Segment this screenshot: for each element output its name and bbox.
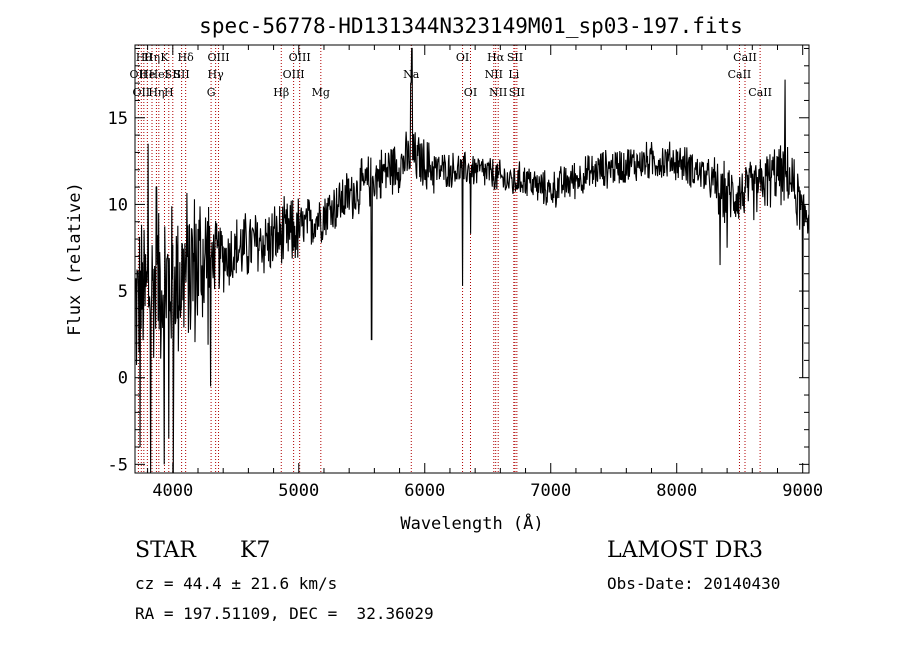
spectral-line-label: OIII xyxy=(289,51,311,64)
spectral-line-label: H xyxy=(164,86,174,99)
spectral-line-label: Hη xyxy=(144,51,160,64)
redshift-info: cz = 44.4 ± 21.6 km/s xyxy=(135,574,338,593)
spectral-line-label: SII xyxy=(173,68,189,81)
data-layer xyxy=(135,47,809,473)
object-class: STAR xyxy=(135,538,196,563)
x-axis-label: Wavelength (Å) xyxy=(400,512,543,534)
spectral-line-label: NII xyxy=(485,68,503,81)
y-tick-label: 0 xyxy=(118,369,128,389)
spectral-line-label: CaII xyxy=(728,68,752,81)
spectral-line-label: Li xyxy=(508,68,519,81)
y-tick-label: 10 xyxy=(108,195,128,215)
observation-date: Obs-Date: 20140430 xyxy=(607,574,781,593)
plot-frame xyxy=(134,44,810,474)
spectral-line-label: G xyxy=(207,86,216,99)
spectral-line-label: Hα xyxy=(487,51,505,64)
spectral-line-label: Hβ xyxy=(273,86,289,99)
spectral-line-label: CaII xyxy=(748,86,772,99)
x-tick-label: 9000 xyxy=(782,481,823,501)
spectral-line-label: OIII xyxy=(207,51,229,64)
spectral-line-label: OI xyxy=(464,86,477,99)
spectral-line-label: K xyxy=(160,51,169,64)
spectral-line-label: Hη xyxy=(148,86,164,99)
spectral-line-label: Hγ xyxy=(208,68,225,81)
y-axis-label: Flux (relative) xyxy=(65,182,85,336)
spectral-line-labels: OIIOIIHθHeHηHηHeIKHSIISIIHδGHγOIIIHβOIII… xyxy=(130,51,772,99)
x-tick-label: 5000 xyxy=(278,481,319,501)
spectral-line-label: OIII xyxy=(283,68,305,81)
survey-name: LAMOST DR3 xyxy=(607,538,763,563)
spectral-line-label: CaII xyxy=(733,51,757,64)
spectral-line-label: Mg xyxy=(312,86,330,99)
coordinates: RA = 197.51109, DEC = 32.36029 xyxy=(135,604,434,623)
spectral-line-label: SII xyxy=(509,86,525,99)
y-tick-label: -5 xyxy=(108,455,128,475)
spectral-line-label: SII xyxy=(507,51,523,64)
spectral-line-label: OII xyxy=(132,86,150,99)
x-tick-label: 4000 xyxy=(152,481,193,501)
spectral-line-label: Hδ xyxy=(178,51,195,64)
y-tick-label: 5 xyxy=(118,282,128,302)
x-tick-label: 6000 xyxy=(404,481,445,501)
chart-title: spec-56778-HD131344N323149M01_sp03-197.f… xyxy=(199,14,743,38)
object-subclass: K7 xyxy=(240,538,271,563)
spectrum-series-line xyxy=(135,47,809,473)
y-tick-label: 15 xyxy=(108,109,128,129)
spectral-line-label: OI xyxy=(456,51,469,64)
x-tick-label: 8000 xyxy=(656,481,697,501)
spectral-line-label: SII xyxy=(165,68,181,81)
spectral-line-label: He xyxy=(139,68,155,81)
axes: 4000 5000 6000 7000 8000 9000 -5 0 5 10 15 xyxy=(108,45,823,501)
spectral-line-label: OII xyxy=(130,68,148,81)
spectral-line-label: Hθ xyxy=(136,51,153,64)
spectral-line-label: NII xyxy=(489,86,507,99)
spectral-line-label: HeI xyxy=(149,68,169,81)
x-tick-label: 7000 xyxy=(530,481,571,501)
